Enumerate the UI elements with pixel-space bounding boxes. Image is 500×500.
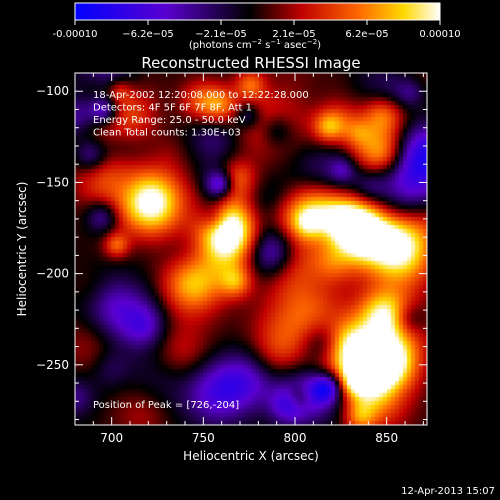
- y-tick-label: −100: [36, 84, 69, 98]
- colorbar-units: (photons cm−2 s−1 asec−2): [189, 38, 321, 51]
- annotation-line: Clean Total counts: 1.30E+03: [93, 128, 241, 139]
- y-axis-ticks: −100 −150 −200 −250: [36, 72, 427, 421]
- colorbar-ticks: -0.00010 −6.2e−05 −2.1e−05 2.1e−05 6.2e−05 0.…: [53, 20, 461, 40]
- timestamp: 12-Apr-2013 15:07: [401, 486, 495, 497]
- annotation-line: Detectors: 4F 5F 6F 7F 8F, Att 1: [93, 103, 252, 114]
- chart-title: Reconstructed RHESSI Image: [141, 54, 360, 72]
- x-tick-label: 800: [284, 431, 307, 445]
- x-tick-label: 700: [100, 431, 123, 445]
- x-axis-ticks: 700 750 800 850: [74, 73, 424, 445]
- colorbar-tick-label: −2.1e−05: [195, 29, 247, 40]
- x-axis-label: Heliocentric X (arcsec): [183, 449, 319, 463]
- y-axis-label: Heliocentric Y (arcsec): [15, 182, 29, 317]
- annotation-line: Energy Range: 25.0 - 50.0 keV: [93, 115, 246, 126]
- colorbar: [74, 2, 441, 21]
- plot-frame: [74, 72, 428, 426]
- colorbar-tick-label: -0.00010: [53, 29, 98, 40]
- colorbar-tick-label: 2.1e−05: [272, 29, 315, 40]
- x-tick-label: 850: [375, 431, 398, 445]
- heatmap-image: [75, 73, 427, 425]
- colorbar-tick-label: −6.2e−05: [122, 29, 174, 40]
- colorbar-tick-label: 0.00010: [419, 29, 460, 40]
- peak-position-label: Position of Peak = [726,-204]: [93, 400, 239, 411]
- annotation-line: 18-Apr-2002 12:20:08.000 to 12:22:28.000: [93, 90, 309, 101]
- x-tick-label: 750: [192, 431, 215, 445]
- y-tick-label: −200: [36, 267, 69, 281]
- colorbar-tick-label: 6.2e−05: [345, 29, 388, 40]
- y-tick-label: −250: [36, 358, 69, 372]
- y-tick-label: −150: [36, 175, 69, 189]
- annotation-block: 18-Apr-2002 12:20:08.000 to 12:22:28.000…: [93, 90, 309, 139]
